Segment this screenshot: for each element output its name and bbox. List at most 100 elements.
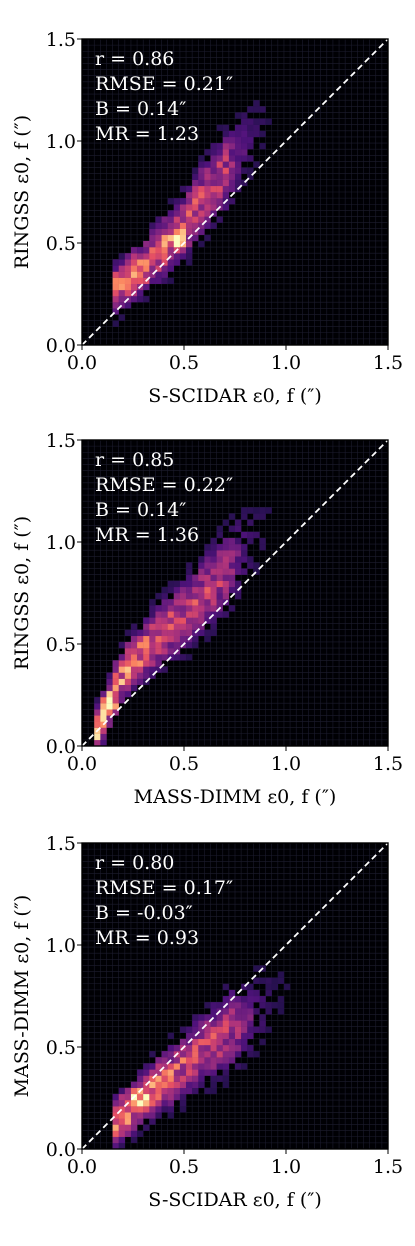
histogram-cell: [118, 1112, 126, 1119]
histogram-cell: [137, 1112, 144, 1119]
histogram-cell: [161, 1106, 168, 1113]
histogram-cell: [130, 654, 138, 661]
histogram-cell: [167, 586, 174, 594]
histogram-cell: [235, 124, 242, 131]
histogram-cell: [210, 1008, 217, 1015]
histogram-cell: [192, 641, 199, 649]
histogram-cell: [173, 611, 181, 618]
histogram-cell: [216, 167, 223, 174]
histogram-cell: [186, 1075, 193, 1082]
histogram-cell: [106, 672, 113, 679]
histogram-cell: [204, 1032, 211, 1040]
histogram-cell: [210, 1026, 217, 1033]
histogram-cell: [112, 1112, 119, 1119]
histogram-cell: [216, 149, 223, 156]
chart-panel-2: 0.00.0 0.5 0.5 1.0 1.0 1.5 1.5 MASS-DIMM ε0, f …: [11, 430, 403, 808]
histogram-cell: [161, 593, 168, 600]
histogram-cell: [222, 1057, 230, 1064]
histogram-cell: [106, 697, 113, 704]
histogram-cell: [253, 562, 260, 569]
histogram-cell: [186, 1057, 193, 1064]
x-axis-label: S-SCIDAR ε0, f (″): [148, 385, 322, 407]
histogram-cell: [149, 1087, 156, 1095]
histogram-cell: [155, 641, 162, 649]
histogram-cell: [112, 709, 119, 716]
histogram-cell: [192, 580, 199, 588]
histogram-cell: [241, 983, 248, 991]
histogram-cell: [149, 611, 156, 618]
histogram-cell: [210, 1051, 217, 1058]
histogram-cell: [137, 247, 144, 254]
histogram-cell: [112, 277, 119, 284]
y-tick-label: 1.0: [46, 131, 76, 153]
histogram-cell: [198, 562, 205, 569]
histogram-cell: [137, 265, 144, 272]
histogram-cell: [179, 580, 187, 588]
histogram-cell: [137, 296, 144, 303]
histogram-cell: [179, 234, 187, 242]
histogram-cell: [179, 253, 187, 260]
histogram-cell: [100, 709, 107, 716]
histogram-cell: [155, 666, 162, 673]
histogram-cell: [228, 143, 236, 150]
histogram-cell: [235, 562, 242, 569]
histogram-cell: [112, 666, 119, 673]
histogram-cell: [137, 277, 144, 284]
histogram-cell: [228, 562, 236, 569]
histogram-cell: [130, 1136, 138, 1144]
histogram-cell: [210, 544, 217, 551]
histogram-cell: [271, 1002, 279, 1009]
histogram-cell: [235, 525, 242, 532]
histogram-cell: [186, 574, 193, 581]
histogram-cell: [179, 185, 187, 193]
histogram-cell: [198, 1032, 205, 1040]
histogram-cell: [161, 1100, 168, 1107]
histogram-cell: [192, 617, 199, 624]
histogram-cell: [228, 1014, 236, 1021]
histogram-cell: [186, 1063, 193, 1070]
histogram-cell: [137, 1069, 144, 1076]
histogram-cell: [265, 1026, 272, 1033]
histogram-cell: [161, 253, 168, 260]
histogram-cell: [112, 697, 119, 704]
histogram-cell: [106, 709, 113, 716]
histogram-cell: [118, 265, 126, 272]
histogram-cell: [228, 1057, 236, 1064]
histogram-cell: [186, 1087, 193, 1095]
histogram-cell: [198, 1026, 205, 1033]
histogram-cell: [222, 550, 230, 557]
histogram-cell: [241, 179, 248, 187]
histogram-cell: [149, 1118, 156, 1125]
histogram-cell: [210, 574, 217, 581]
histogram-cell: [204, 1044, 211, 1052]
histogram-cell: [179, 1093, 187, 1101]
y-tick-label: 1.5: [46, 430, 76, 452]
histogram-cell: [222, 155, 230, 162]
histogram-cell: [198, 1020, 205, 1027]
x-tick-label: 1.5: [373, 352, 403, 374]
stat-line: B = -0.03″: [95, 902, 193, 924]
histogram-cell: [247, 1044, 254, 1052]
histogram-cell: [210, 143, 217, 150]
histogram-cell: [235, 1008, 242, 1015]
histogram-cell: [228, 525, 236, 532]
histogram-cell: [161, 259, 168, 266]
histogram-cell: [235, 580, 242, 588]
histogram-cell: [130, 259, 138, 266]
stat-line: B = 0.14″: [95, 499, 186, 521]
histogram-cell: [161, 629, 168, 637]
histogram-cell: [235, 112, 242, 119]
histogram-cell: [247, 1014, 254, 1021]
histogram-cell: [235, 161, 242, 168]
histogram-cell: [253, 507, 260, 514]
histogram-cell: [167, 216, 174, 223]
histogram-cell: [198, 605, 205, 612]
x-tick-label: 1.0: [271, 352, 301, 374]
histogram-cell: [204, 1038, 211, 1046]
histogram-cell: [155, 240, 162, 248]
histogram-cell: [204, 161, 211, 168]
histogram-cell: [210, 556, 217, 563]
histogram-cell: [241, 568, 248, 575]
histogram-cell: [265, 1002, 272, 1009]
